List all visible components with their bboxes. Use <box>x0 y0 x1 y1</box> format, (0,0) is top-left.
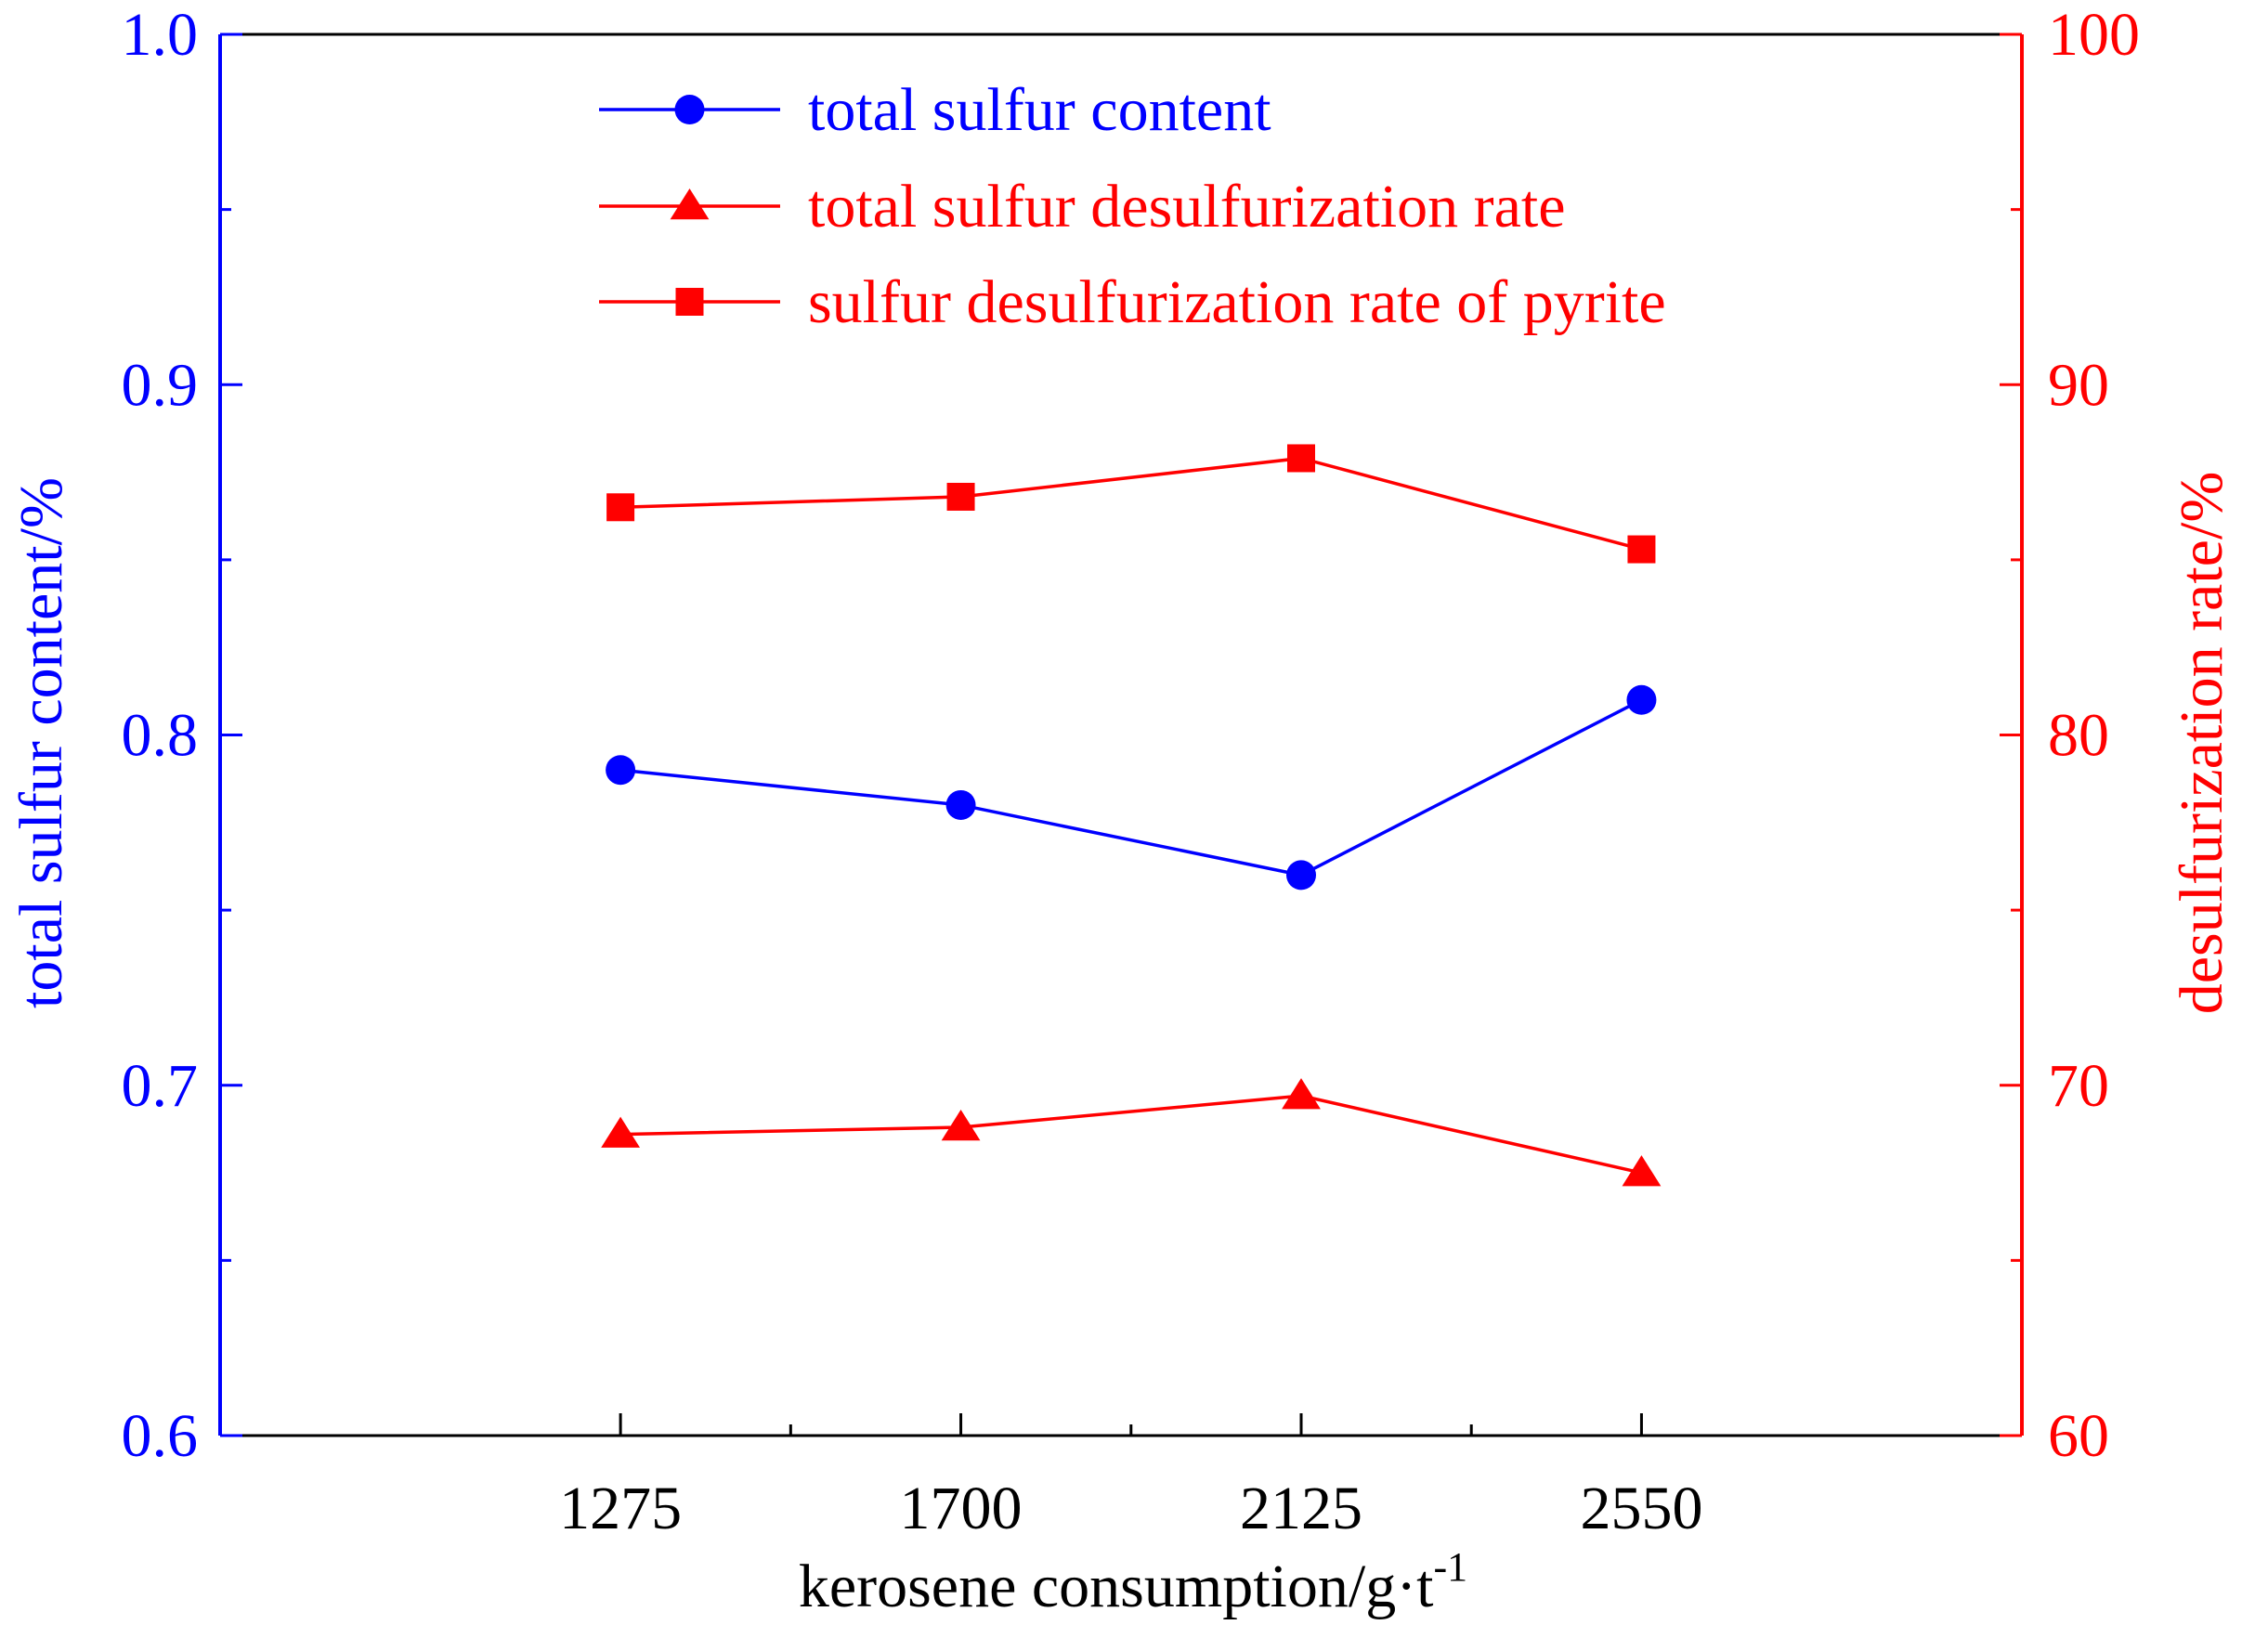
x-axis-title-superscript: -1 <box>1434 1544 1468 1590</box>
data-point-circle <box>1286 860 1316 890</box>
data-point-square <box>946 482 975 511</box>
data-point-square <box>1627 535 1656 564</box>
legend-marker-square <box>675 288 704 316</box>
data-point-circle <box>945 789 976 820</box>
legend: total sulfur content total sulfur desulfu… <box>599 76 1666 336</box>
right-tick-label: 90 <box>2048 351 2109 419</box>
x-axis: 1275 1700 2125 2550 <box>220 32 2022 1542</box>
right-y-axis: 60 70 80 90 100 <box>2000 1 2140 1470</box>
x-tick-label: 2550 <box>1580 1475 1702 1542</box>
legend-label: sulfur desulfurization rate of pyrite <box>808 268 1666 336</box>
left-tick-label: 0.9 <box>122 351 199 419</box>
right-tick-label: 100 <box>2048 1 2140 69</box>
left-y-axis: 0.6 0.7 0.8 0.9 1.0 <box>122 1 242 1470</box>
series-1 <box>606 684 1657 890</box>
x-axis-title: kerosene consumption/g·t-1 <box>799 1544 1467 1620</box>
data-point-triangle <box>1622 1155 1662 1187</box>
data-point-circle <box>1626 684 1657 715</box>
legend-label: total sulfur content <box>808 76 1271 144</box>
x-tick-label: 1275 <box>559 1475 682 1542</box>
legend-marker-triangle <box>670 188 710 220</box>
right-tick-label: 70 <box>2048 1052 2109 1120</box>
series-line <box>620 1094 1642 1175</box>
legend-items: total sulfur content total sulfur desulfu… <box>599 76 1666 336</box>
legend-item-1: total sulfur content <box>599 76 1271 144</box>
data-point-triangle <box>601 1116 641 1148</box>
data-point-circle <box>606 755 636 786</box>
series-line <box>620 456 1642 552</box>
x-tick-label: 1700 <box>900 1475 1023 1542</box>
legend-label: total sulfur desulfurization rate <box>808 173 1566 240</box>
right-tick-label: 60 <box>2048 1402 2109 1470</box>
x-tick-label: 2125 <box>1240 1475 1362 1542</box>
legend-marker-circle <box>674 95 705 124</box>
left-y-axis-title: total sulfur content/% <box>7 477 75 1008</box>
x-axis-title-text: kerosene consumption/g·t <box>799 1553 1434 1620</box>
left-tick-label: 0.6 <box>122 1402 199 1470</box>
data-point-triangle <box>941 1110 981 1141</box>
series <box>601 444 1662 1187</box>
left-tick-label: 0.7 <box>122 1052 199 1120</box>
series-3 <box>606 444 1656 564</box>
data-point-square <box>1287 444 1315 473</box>
legend-item-3: sulfur desulfurization rate of pyrite <box>599 268 1666 336</box>
right-y-axis-title: desulfurization rate/% <box>2168 472 2235 1015</box>
left-tick-label: 0.8 <box>122 702 199 770</box>
series-line <box>619 698 1643 878</box>
right-tick-label: 80 <box>2048 702 2109 770</box>
legend-item-2: total sulfur desulfurization rate <box>599 173 1566 240</box>
data-point-triangle <box>1282 1078 1321 1110</box>
left-tick-label: 1.0 <box>122 1 199 69</box>
data-point-square <box>606 493 635 522</box>
series-2 <box>601 1078 1662 1187</box>
